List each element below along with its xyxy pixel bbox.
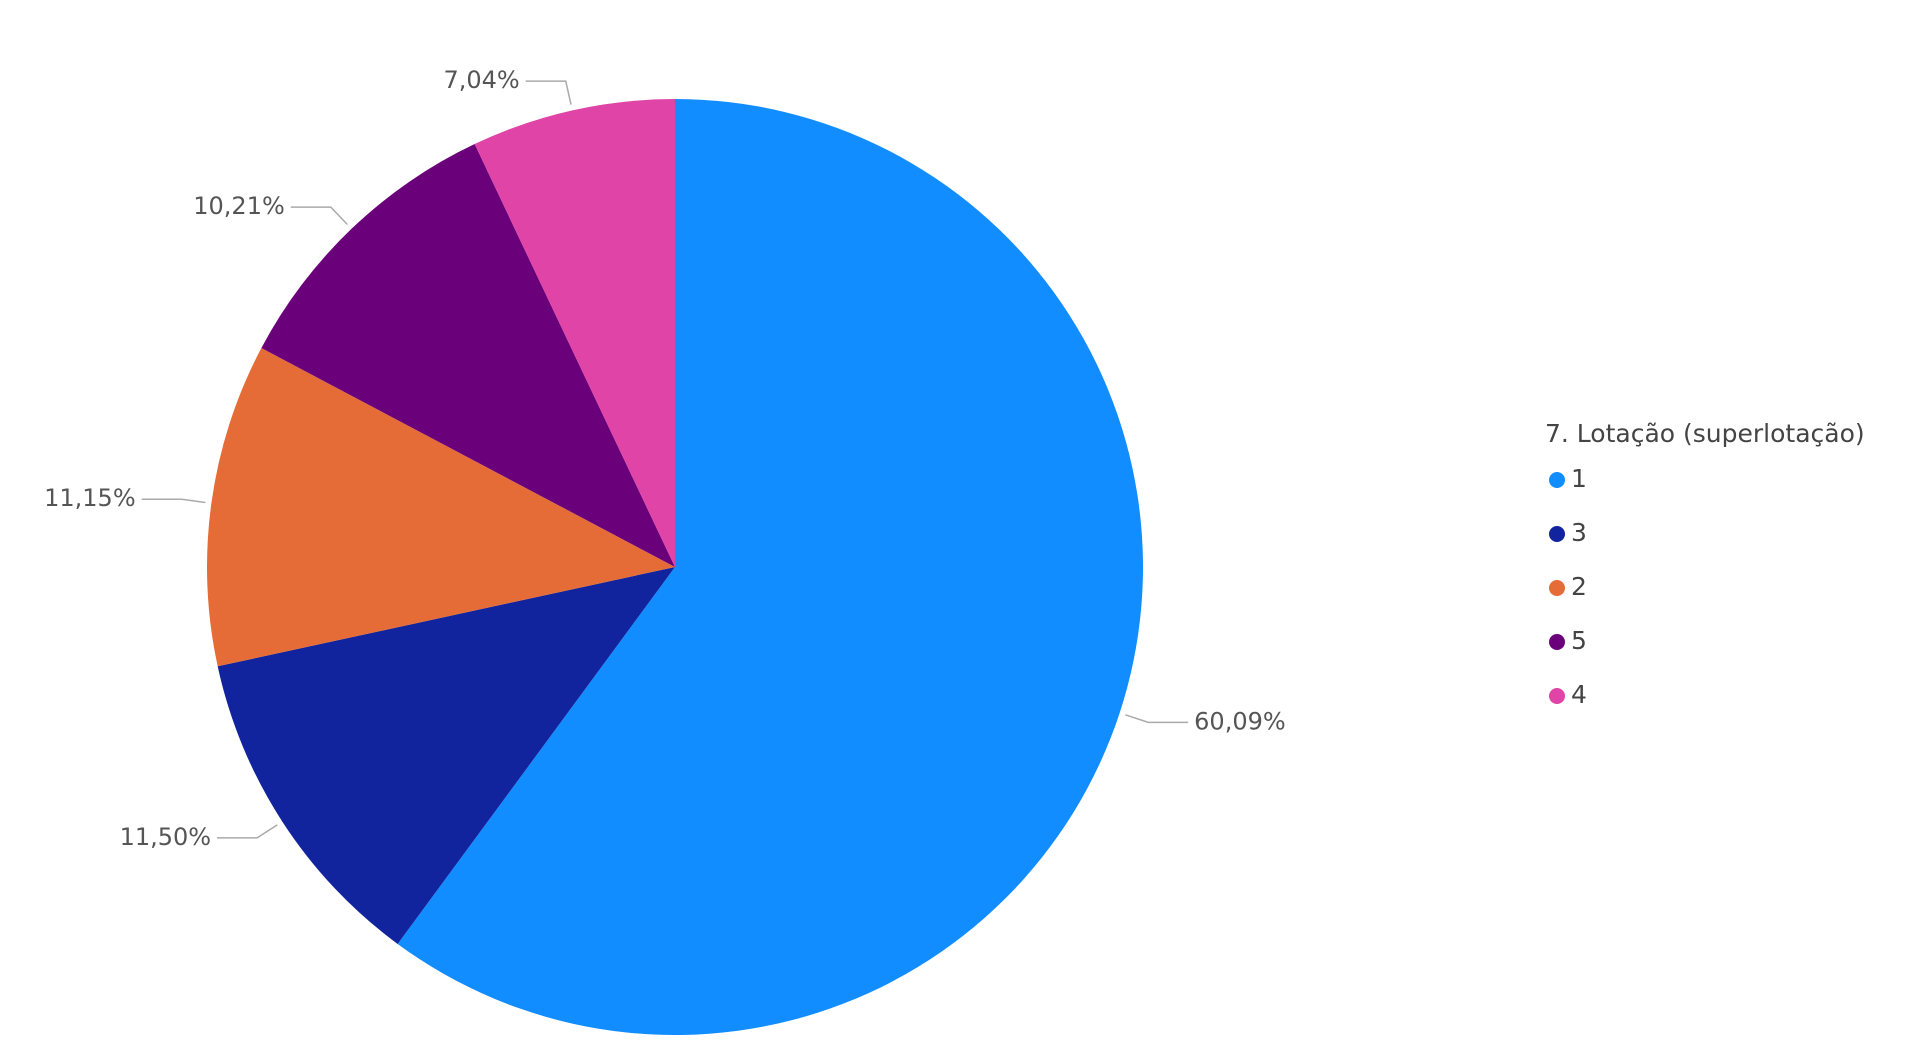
data-label: 11,50%	[120, 823, 212, 851]
pie-slice	[207, 348, 675, 667]
legend-marker	[1549, 526, 1565, 542]
data-label: 10,21%	[193, 192, 285, 220]
legend-marker	[1549, 634, 1565, 650]
pie-slice	[397, 99, 1143, 1035]
legend-marker	[1549, 472, 1565, 488]
leader-line	[141, 498, 206, 504]
legend-label: 1	[1571, 464, 1587, 493]
data-label: 60,09%	[1194, 707, 1286, 735]
leader-line	[1125, 714, 1189, 724]
pie-slice	[217, 567, 675, 944]
legend-label: 5	[1571, 626, 1587, 655]
legend-title: 7. Lotação (superlotação)	[1545, 419, 1865, 448]
leader-line	[525, 80, 572, 105]
pie-slice	[474, 99, 675, 567]
leader-line	[217, 824, 278, 839]
data-label: 11,15%	[44, 484, 136, 512]
legend-label: 3	[1571, 518, 1587, 547]
data-label: 7,04%	[443, 66, 519, 94]
legend-marker	[1549, 580, 1565, 596]
legend-label: 2	[1571, 572, 1587, 601]
pie-slice	[261, 144, 675, 567]
legend-label: 4	[1571, 680, 1587, 709]
legend-marker	[1549, 688, 1565, 704]
leader-line	[290, 206, 348, 225]
